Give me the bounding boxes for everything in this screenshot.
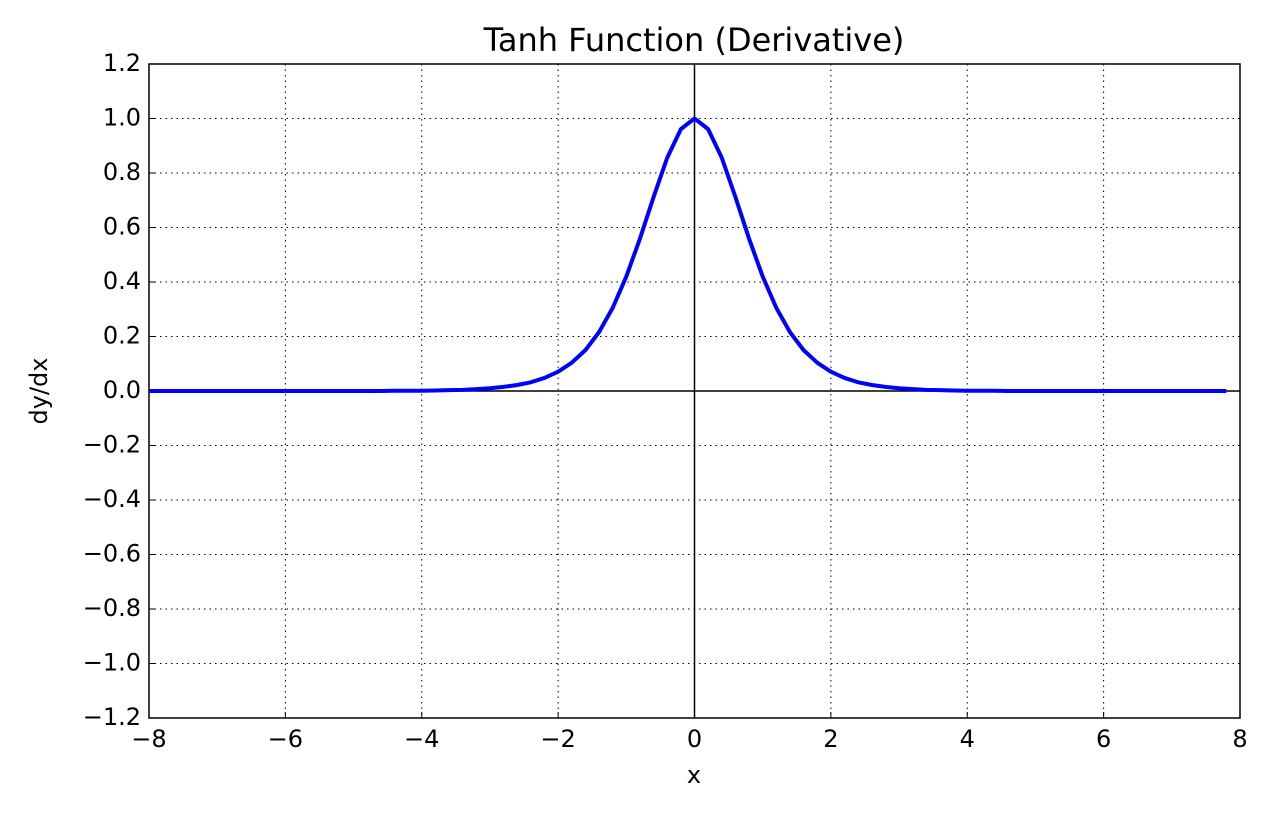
y-tick-label: 0.8	[103, 158, 141, 186]
x-tick-label: 6	[1096, 725, 1111, 753]
y-tick-label: 1.2	[103, 49, 141, 77]
y-tick-label: −0.6	[83, 540, 141, 568]
x-tick-label: 2	[823, 725, 838, 753]
x-tick-label: 4	[960, 725, 975, 753]
y-axis-label: dy/dx	[25, 358, 53, 425]
y-tick-label: 0.2	[103, 322, 141, 350]
line-series	[149, 116, 1227, 393]
y-tick-label: −1.2	[83, 703, 141, 731]
y-tick-label: −1.0	[83, 649, 141, 677]
y-tick-label: −0.2	[83, 431, 141, 459]
x-axis-label: x	[687, 761, 701, 789]
y-tick-label: 0.4	[103, 267, 141, 295]
y-tick-label: 0.0	[103, 376, 141, 404]
y-tick-label: −0.4	[83, 485, 141, 513]
x-tick-label: −4	[404, 725, 439, 753]
x-tick-label: 8	[1232, 725, 1247, 753]
x-tick-label: −8	[131, 725, 166, 753]
y-tick-label: −0.8	[83, 594, 141, 622]
chart-title: Tanh Function (Derivative)	[483, 21, 905, 59]
x-tick-label: 0	[687, 725, 702, 753]
y-tick-label: 0.6	[103, 213, 141, 241]
x-tick-label: −6	[268, 725, 303, 753]
y-tick-label: 1.0	[103, 104, 141, 132]
x-tick-label: −2	[540, 725, 575, 753]
